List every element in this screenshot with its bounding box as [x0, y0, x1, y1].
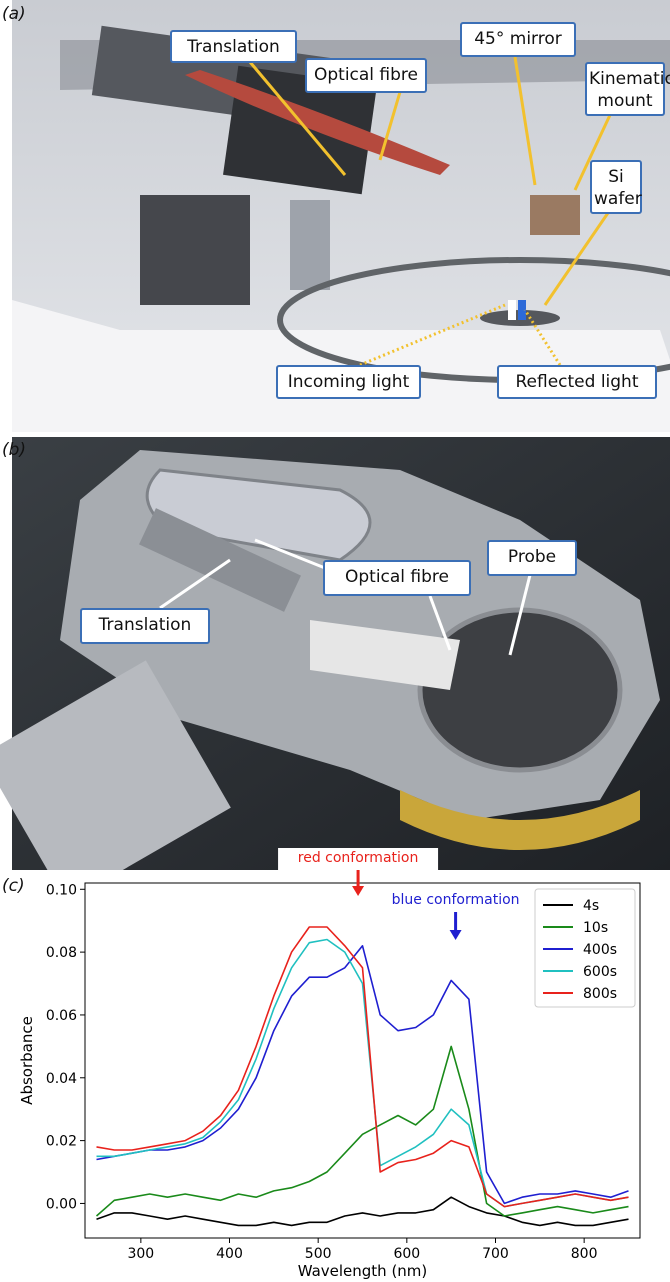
callout-label: Si wafer: [590, 160, 642, 214]
legend-label: 800s: [583, 986, 617, 1002]
callout-label: Probe: [487, 540, 577, 576]
callout-label: Kinematic mount: [585, 62, 665, 116]
y-tick-label: 0.06: [46, 1008, 77, 1024]
callout-label: Translation: [80, 608, 210, 644]
annotation: blue conformation: [392, 892, 520, 908]
callout-label: Translation: [170, 30, 297, 63]
y-tick-label: 0.04: [46, 1071, 77, 1087]
panel-label: (c): [2, 876, 25, 896]
panel-label: (b): [2, 440, 26, 460]
callout-label: Optical fibre: [323, 560, 471, 596]
photo-image: [0, 437, 670, 903]
legend-label: 4s: [583, 898, 599, 914]
x-tick-label: 800: [571, 1246, 598, 1262]
legend-label: 10s: [583, 920, 608, 936]
y-tick-label: 0.10: [46, 882, 77, 898]
x-axis-label: Wavelength (nm): [298, 1262, 428, 1280]
x-tick-label: 600: [393, 1246, 420, 1262]
annotation: red conformation: [298, 850, 419, 866]
callout-label: Optical fibre: [305, 58, 427, 93]
legend-label: 600s: [583, 964, 617, 980]
y-tick-label: 0.00: [46, 1196, 77, 1212]
y-tick-label: 0.02: [46, 1134, 77, 1150]
y-tick-label: 0.08: [46, 945, 77, 961]
callout-label: 45° mirror: [460, 22, 576, 57]
callout-label: Reflected light: [497, 365, 657, 399]
x-tick-label: 500: [305, 1246, 332, 1262]
x-tick-label: 300: [127, 1246, 154, 1262]
panel-label: (a): [2, 4, 26, 24]
x-tick-label: 700: [482, 1246, 509, 1262]
figure: 300 400 500 600 700 800 0.00 0.02 0.04 0.06 0.08 0.…: [0, 0, 670, 1282]
callout-label: Incoming light: [276, 365, 421, 399]
legend-label: 400s: [583, 942, 617, 958]
x-tick-label: 400: [216, 1246, 243, 1262]
y-axis-label: Absorbance: [18, 1016, 36, 1105]
